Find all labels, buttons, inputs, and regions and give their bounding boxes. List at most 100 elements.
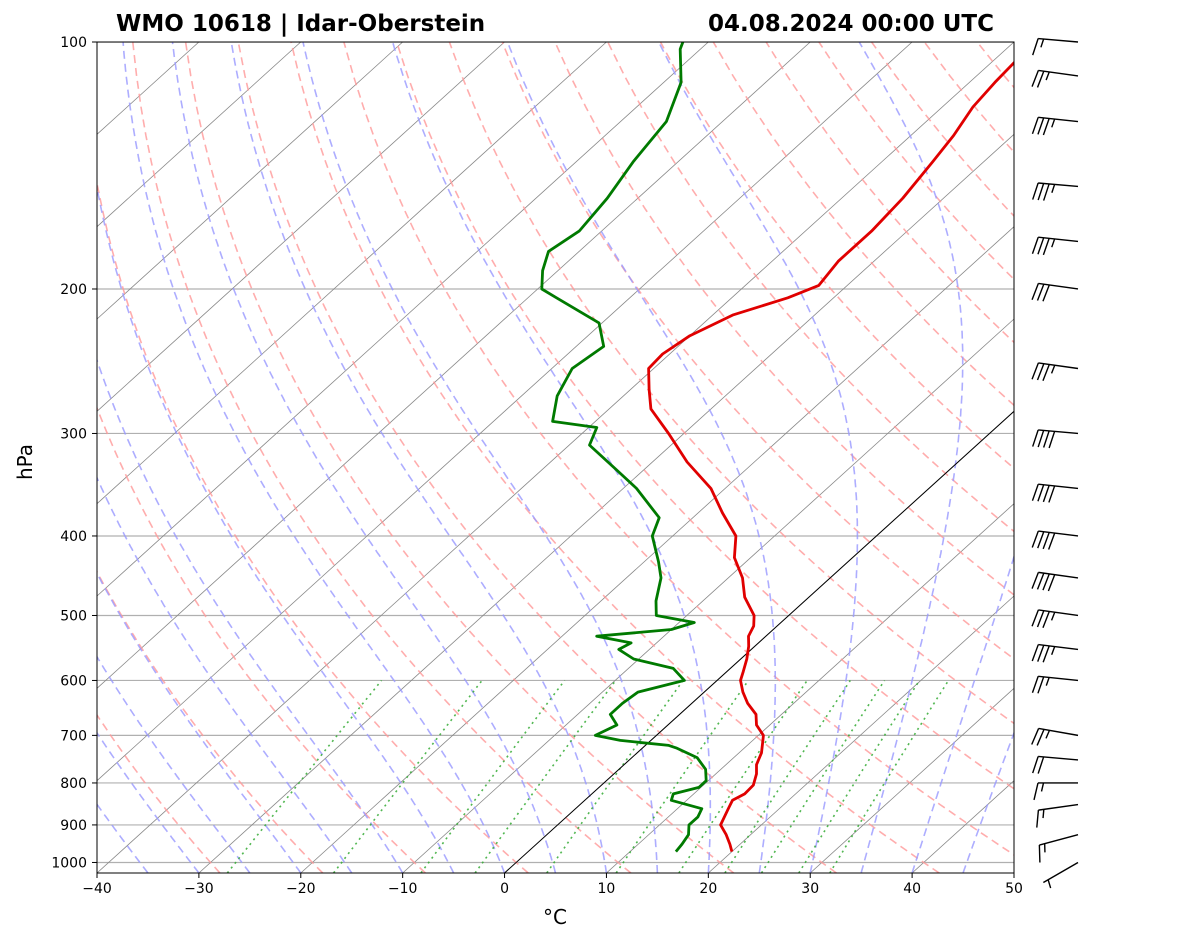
mixing-ratio-line xyxy=(420,679,566,873)
barb-staff xyxy=(1038,530,1079,537)
barb-feather xyxy=(1031,530,1039,548)
isotherm-line xyxy=(606,503,1014,873)
mixing-ratio-line xyxy=(678,679,808,873)
wind-barb xyxy=(1032,182,1079,201)
y-tick-label: 900 xyxy=(60,818,87,834)
barb-feather xyxy=(1032,756,1039,774)
isotherm-line xyxy=(402,318,1014,873)
dry-adiabat-lines xyxy=(97,42,1181,873)
barb-staff xyxy=(1038,755,1079,761)
moist-adiabat-lines xyxy=(97,42,1014,873)
dry-adiabat xyxy=(607,42,1014,533)
barb-staff xyxy=(1038,362,1079,370)
dry-adiabat xyxy=(1030,42,1181,873)
dry-adiabat xyxy=(765,42,1014,344)
plot-area xyxy=(97,42,1181,873)
wind-barb xyxy=(1031,362,1079,381)
dry-adiabat xyxy=(343,42,1014,856)
x-tick-label: −30 xyxy=(184,881,214,897)
barb-staff xyxy=(1038,675,1079,682)
dry-adiabat xyxy=(818,42,1014,281)
mixing-ratio-line xyxy=(546,679,684,873)
y-axis-ticks: 1000 900 800 700 600 500 400 300 200 100 xyxy=(51,35,97,871)
moist-adiabat xyxy=(97,183,455,873)
barb-staff xyxy=(1038,69,1079,77)
x-tick-label: 20 xyxy=(699,881,717,897)
barb-feather xyxy=(1042,118,1050,136)
barb-feather xyxy=(1032,38,1039,56)
mixing-ratio-line xyxy=(798,679,921,873)
y-tick-label: 100 xyxy=(60,35,87,51)
barb-feather xyxy=(1031,676,1039,693)
barb-feather xyxy=(1037,531,1045,549)
wind-barb xyxy=(1031,282,1079,302)
barb-feather xyxy=(1036,810,1040,828)
dry-adiabat xyxy=(237,42,837,873)
dry-adiabat xyxy=(1136,42,1181,873)
mixing-ratio-line xyxy=(760,679,886,873)
x-tick-label: −40 xyxy=(82,881,112,897)
barb-half-feather xyxy=(1040,782,1045,792)
mixing-ratio-line xyxy=(332,679,483,873)
wind-barb xyxy=(1031,69,1079,88)
barb-feather xyxy=(1036,70,1045,88)
wind-barb xyxy=(1031,236,1079,256)
dry-adiabat xyxy=(97,570,324,873)
wind-barb xyxy=(1033,782,1078,801)
moist-adiabat xyxy=(506,42,777,873)
isotherm-line xyxy=(97,42,607,505)
mixing-ratio-line xyxy=(615,679,750,873)
x-tick-label: 40 xyxy=(903,881,921,897)
moist-adiabat xyxy=(122,42,506,873)
wind-barb xyxy=(1031,483,1079,503)
barb-feather xyxy=(1042,238,1050,256)
dry-adiabat xyxy=(1083,42,1181,873)
dry-adiabat xyxy=(395,42,1014,790)
isotherm-line xyxy=(708,595,1014,873)
barb-staff xyxy=(1043,861,1079,884)
wind-barb xyxy=(1032,429,1079,449)
y-tick-label: 1000 xyxy=(51,855,87,871)
barb-staff xyxy=(1038,282,1079,290)
x-tick-label: 50 xyxy=(1005,881,1023,897)
wind-barb xyxy=(1031,116,1079,136)
wind-barbs xyxy=(1031,37,1079,889)
barb-feather xyxy=(1036,610,1045,628)
barb-feather xyxy=(1042,430,1050,448)
moist-adiabat xyxy=(911,554,1014,873)
dry-adiabat xyxy=(659,42,1014,470)
moist-adiabat xyxy=(97,803,149,873)
zero-degree-isotherm xyxy=(504,410,1014,873)
wind-barb xyxy=(1031,609,1079,628)
x-tick-label: 30 xyxy=(801,881,819,897)
sounding-profiles xyxy=(540,42,1014,853)
barb-staff xyxy=(1038,643,1079,651)
isotherm-line xyxy=(97,42,403,320)
wind-barb xyxy=(1031,530,1079,550)
barb-feather xyxy=(1032,182,1039,200)
barb-staff xyxy=(1038,483,1079,490)
barb-feather xyxy=(1037,484,1045,502)
isotherm-line xyxy=(198,133,1014,873)
y-tick-label: 600 xyxy=(60,673,87,689)
barb-feather xyxy=(1048,431,1056,449)
mixing-ratio-line xyxy=(474,679,617,873)
barb-feather xyxy=(1031,283,1040,300)
barb-feather xyxy=(1031,70,1040,87)
moist-adiabat xyxy=(171,42,557,873)
y-tick-label: 200 xyxy=(60,282,87,298)
dry-adiabat xyxy=(290,42,940,873)
barb-feather xyxy=(1031,362,1040,380)
wind-barb xyxy=(1043,861,1079,889)
y-tick-label: 500 xyxy=(60,608,87,624)
barb-staff xyxy=(1038,803,1079,811)
barb-feather xyxy=(1031,117,1039,135)
mixing-ratio-line xyxy=(829,679,950,873)
barb-feather xyxy=(1031,644,1039,662)
barb-feather xyxy=(1036,363,1045,381)
isotherm-line xyxy=(97,42,505,412)
barb-feather xyxy=(1031,483,1039,501)
barb-feather xyxy=(1042,364,1050,381)
chart-title-datetime: 04.08.2024 00:00 UTC xyxy=(708,11,994,37)
wind-barb xyxy=(1032,37,1079,56)
